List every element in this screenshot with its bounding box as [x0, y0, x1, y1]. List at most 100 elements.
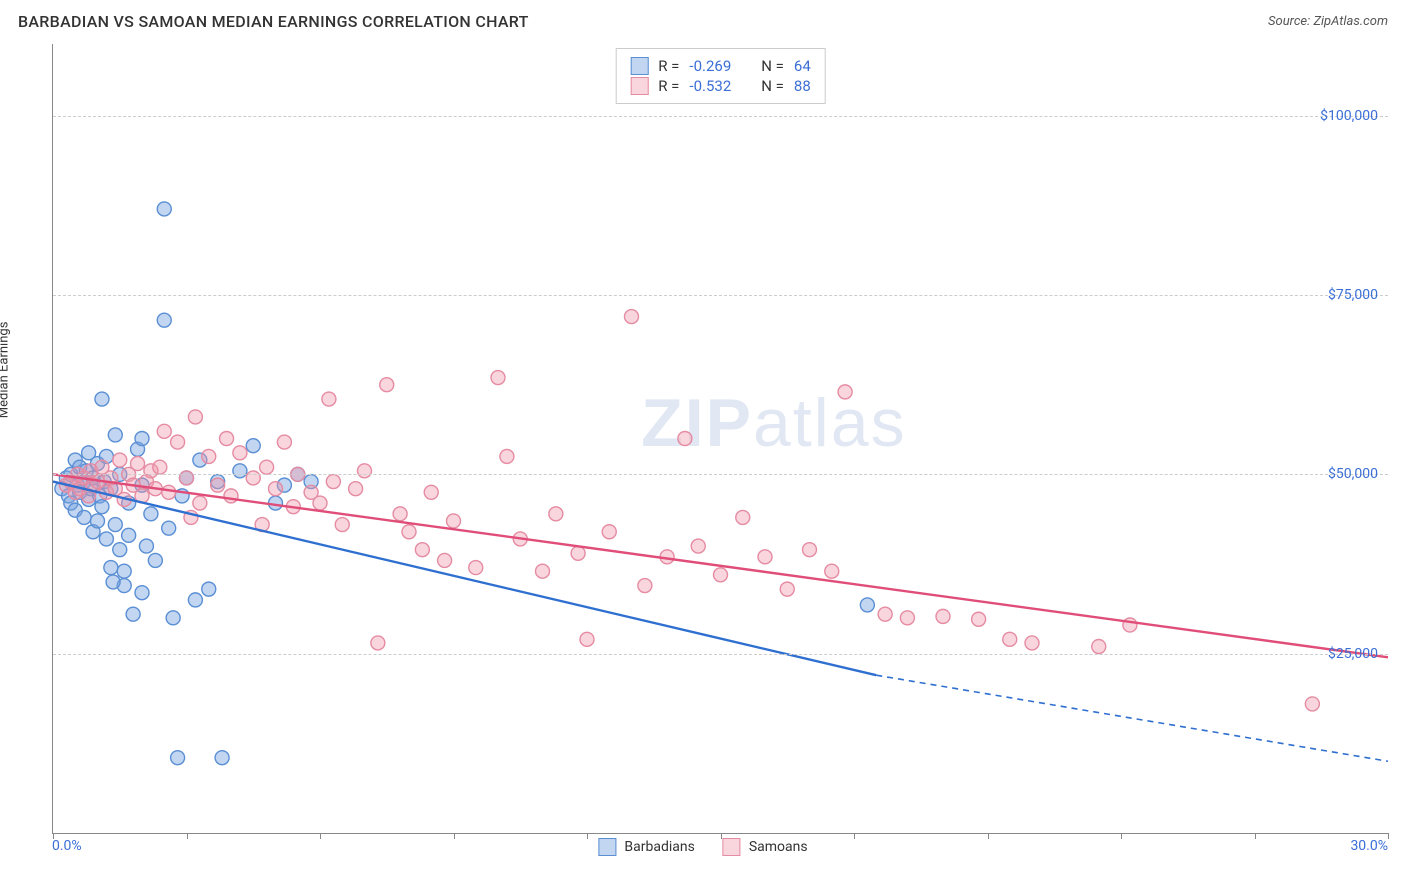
scatter-point	[691, 539, 705, 553]
scatter-point	[580, 632, 594, 646]
scatter-point	[638, 579, 652, 593]
y-tick-label: $100,000	[1320, 108, 1378, 124]
trend-line	[53, 474, 1388, 657]
stat-n-value: 88	[794, 77, 811, 95]
scatter-point	[171, 751, 185, 765]
scatter-point	[246, 439, 260, 453]
scatter-point	[135, 432, 149, 446]
scatter-point	[91, 514, 105, 528]
x-tick	[1388, 833, 1389, 839]
scatter-point	[736, 510, 750, 524]
chart-title: BARBADIAN VS SAMOAN MEDIAN EARNINGS CORR…	[18, 12, 529, 31]
stat-row: R =-0.269N =64	[630, 57, 811, 75]
scatter-point	[135, 586, 149, 600]
stat-swatch	[630, 57, 648, 75]
scatter-point	[349, 482, 363, 496]
scatter-point	[313, 496, 327, 510]
scatter-point	[936, 609, 950, 623]
y-axis-label: Median Earnings	[0, 322, 12, 419]
gridline	[53, 116, 1388, 117]
scatter-point	[99, 532, 113, 546]
scatter-point	[335, 518, 349, 532]
scatter-point	[233, 464, 247, 478]
scatter-point	[860, 598, 874, 612]
scatter-point	[900, 611, 914, 625]
scatter-point	[469, 561, 483, 575]
scatter-point	[438, 553, 452, 567]
scatter-point	[402, 525, 416, 539]
scatter-point	[126, 607, 140, 621]
scatter-point	[157, 202, 171, 216]
scatter-point	[549, 507, 563, 521]
scatter-point	[131, 457, 145, 471]
stat-r-value: -0.269	[689, 57, 731, 75]
scatter-point	[202, 582, 216, 596]
stat-r-label: R =	[658, 57, 679, 75]
plot-area: R =-0.269N =64R =-0.532N =88 ZIPatlas $2…	[52, 44, 1388, 834]
scatter-point	[380, 378, 394, 392]
scatter-point	[144, 507, 158, 521]
scatter-point	[104, 561, 118, 575]
scatter-point	[415, 543, 429, 557]
scatter-point	[260, 460, 274, 474]
scatter-point	[95, 500, 109, 514]
scatter-point	[758, 550, 772, 564]
y-tick-label: $50,000	[1328, 466, 1378, 482]
stat-r-label: R =	[658, 77, 679, 95]
stat-n-label: N =	[761, 57, 784, 75]
scatter-point	[393, 507, 407, 521]
legend-swatch	[723, 838, 741, 856]
scatter-svg	[53, 44, 1388, 833]
scatter-point	[1003, 632, 1017, 646]
scatter-point	[780, 582, 794, 596]
scatter-point	[678, 432, 692, 446]
y-tick-label: $25,000	[1328, 646, 1378, 662]
scatter-point	[157, 313, 171, 327]
scatter-point	[157, 424, 171, 438]
source-attribution: Source: ZipAtlas.com	[1268, 14, 1388, 29]
legend-item: Samoans	[723, 838, 808, 856]
scatter-point	[122, 528, 136, 542]
x-axis-min-label: 0.0%	[52, 838, 82, 854]
stat-box: R =-0.269N =64R =-0.532N =88	[615, 48, 826, 104]
scatter-point	[117, 564, 131, 578]
legend-item: Barbadians	[598, 838, 694, 856]
trend-line	[53, 482, 876, 676]
scatter-point	[571, 546, 585, 560]
scatter-point	[180, 471, 194, 485]
scatter-point	[77, 510, 91, 524]
x-axis-max-label: 30.0%	[1350, 838, 1388, 854]
legend-label: Barbadians	[624, 839, 694, 855]
scatter-point	[224, 489, 238, 503]
scatter-point	[1305, 697, 1319, 711]
legend-label: Samoans	[749, 839, 808, 855]
scatter-point	[202, 449, 216, 463]
scatter-point	[193, 496, 207, 510]
scatter-point	[95, 392, 109, 406]
scatter-point	[269, 482, 283, 496]
scatter-point	[233, 446, 247, 460]
scatter-point	[113, 543, 127, 557]
stat-row: R =-0.532N =88	[630, 77, 811, 95]
scatter-point	[188, 593, 202, 607]
scatter-point	[326, 475, 340, 489]
scatter-point	[1092, 640, 1106, 654]
scatter-point	[714, 568, 728, 582]
scatter-point	[162, 485, 176, 499]
gridline	[53, 295, 1388, 296]
scatter-point	[602, 525, 616, 539]
scatter-point	[108, 428, 122, 442]
scatter-point	[246, 471, 260, 485]
scatter-point	[878, 607, 892, 621]
stat-n-label: N =	[761, 77, 784, 95]
gridline	[53, 654, 1388, 655]
scatter-point	[424, 485, 438, 499]
scatter-point	[211, 478, 225, 492]
scatter-point	[139, 539, 153, 553]
scatter-point	[491, 371, 505, 385]
scatter-point	[113, 453, 127, 467]
scatter-point	[322, 392, 336, 406]
scatter-point	[148, 553, 162, 567]
scatter-point	[171, 435, 185, 449]
scatter-point	[536, 564, 550, 578]
